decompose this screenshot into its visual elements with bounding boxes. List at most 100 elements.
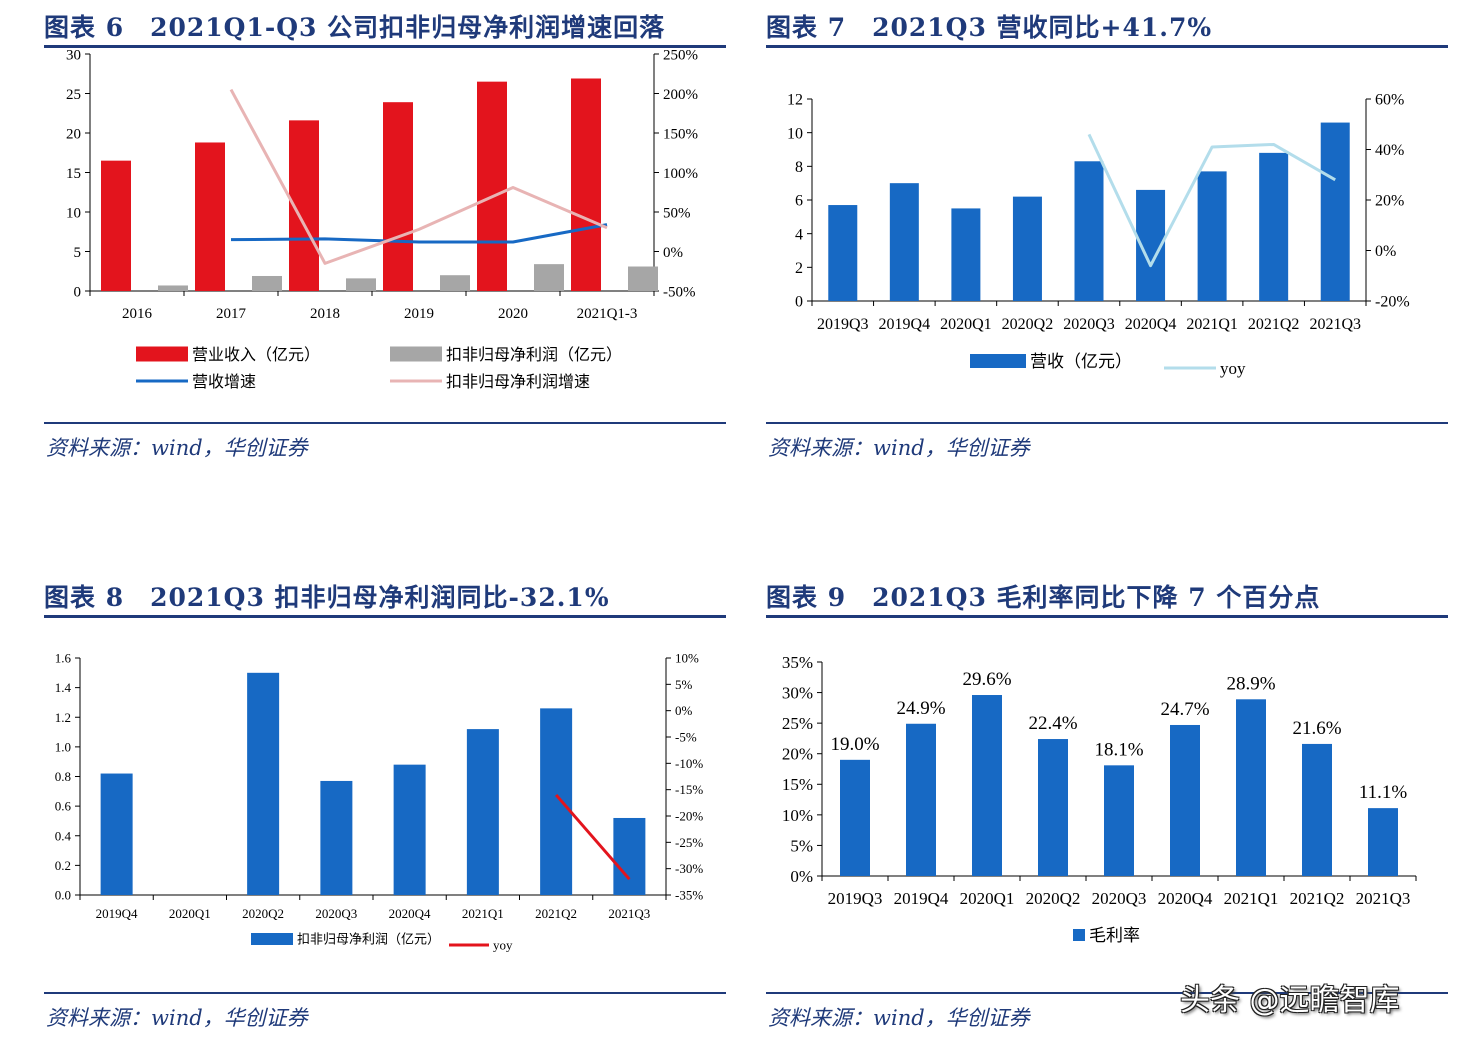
- data-label-2019q3: 19.0%: [830, 734, 879, 755]
- left-axis-tick-label-0-8: 0.8: [55, 769, 71, 784]
- legend-label-1: 扣非归母净利润（亿元）: [297, 932, 440, 947]
- left-axis-tick-label-0-2: 0.2: [55, 858, 71, 873]
- bar-2021q3-series-1: [613, 817, 646, 895]
- bar-2021q1-series-1: [466, 729, 499, 895]
- x-axis-category-2020q2: 2020Q2: [1002, 316, 1054, 333]
- figure-9-source: 资料来源：wind，华创证券: [768, 1006, 1030, 1030]
- bar-2020q4-series-1: [1170, 724, 1200, 876]
- bar-2020q2-series-1: [1038, 739, 1068, 876]
- left-axis-tick-label-2: 2: [795, 260, 803, 277]
- figure-6-bottom-rule: [44, 422, 726, 424]
- legend-label-2: yoy: [1220, 359, 1246, 378]
- x-axis-category-2021q1: 2021Q1: [1186, 316, 1238, 333]
- bar-2021q2-series-1: [1302, 743, 1332, 876]
- bar-2021q1-3-series-2: [628, 266, 658, 291]
- x-axis-category-2020q1: 2020Q1: [940, 316, 992, 333]
- x-axis-category-2021q2: 2021Q2: [1248, 316, 1300, 333]
- panel-figure-9: 图表 9 2021Q3 毛利率同比下降 7 个百分点 0% 5% 10% 15% 20%…: [766, 578, 1448, 1038]
- bar-2019-series-2: [440, 275, 470, 291]
- figure-9-top-rule: [766, 615, 1448, 618]
- x-axis-category-2021q1: 2021Q1: [1224, 889, 1279, 908]
- legend-swatch-2: [390, 346, 442, 362]
- left-axis-tick-label-0-0: 0.0: [55, 888, 71, 903]
- x-axis-category-2019q3: 2019Q3: [828, 889, 883, 908]
- data-label-2021q1: 28.9%: [1226, 673, 1275, 694]
- data-label-2020q3: 18.1%: [1094, 739, 1143, 760]
- x-axis-category-2019q4: 2019Q4: [879, 316, 931, 333]
- right-axis-tick-label-0-: 0%: [1375, 243, 1396, 260]
- bar-2020q3-series-1: [1104, 765, 1134, 876]
- figure-6-source: 资料来源：wind，华创证券: [46, 436, 308, 460]
- x-axis-category-2019q4: 2019Q4: [96, 906, 138, 921]
- x-axis-category-2021q2: 2021Q2: [535, 906, 577, 921]
- line-series---2: [229, 88, 608, 265]
- legend-label-1: 毛利率: [1089, 926, 1140, 945]
- x-axis-category-2019q3: 2019Q3: [817, 316, 869, 333]
- figure-8-top-rule: [44, 615, 726, 618]
- figure-9-bottom-rule: [766, 992, 1448, 994]
- left-axis-tick-label-8: 8: [795, 159, 803, 176]
- watermark: 头条 @远瞻智库: [1180, 983, 1400, 1018]
- right-axis-tick-label-5-: 5%: [675, 677, 693, 692]
- figure-8-source: 资料来源：wind，华创证券: [46, 1006, 308, 1030]
- right-axis-tick-label-50-: 50%: [663, 205, 691, 221]
- legend-swatch-1: [136, 346, 188, 362]
- line-series-yoy-1: [554, 793, 631, 881]
- bar-2021q1-3-series-1: [571, 78, 601, 292]
- panel-figure-8: 图表 8 2021Q3 扣非归母净利润同比-32.1% 0.0 0.2 0.4 0.6…: [44, 578, 726, 1038]
- bar-2020q1-series-1: [972, 695, 1002, 876]
- left-axis-tick-label-0: 0: [74, 284, 82, 300]
- x-axis-category-2018: 2018: [310, 306, 340, 322]
- data-label-2021q2: 21.6%: [1292, 718, 1341, 739]
- bar-2019q3-series-1: [840, 759, 870, 876]
- x-axis-category-2021q1-3: 2021Q1-3: [577, 306, 638, 322]
- left-axis-tick-label-1-0: 1.0: [55, 739, 71, 754]
- x-axis-category-2020q3: 2020Q3: [315, 906, 357, 921]
- right-axis-tick-label-10-: 10%: [675, 651, 699, 666]
- figure-8-title: 图表 8 2021Q3 扣非归母净利润同比-32.1%: [44, 583, 610, 612]
- x-axis-category-2020q4: 2020Q4: [1125, 316, 1177, 333]
- figure-9-title: 图表 9 2021Q3 毛利率同比下降 7 个百分点: [766, 583, 1321, 612]
- x-axis-category-2017: 2017: [216, 306, 247, 322]
- right-axis-tick-label--20-: -20%: [1375, 294, 1410, 311]
- chart-figure-8: 0.0 0.2 0.4 0.6 0.8 1.0 1.2 1.4 1.6 -35% -30% -25% -…: [55, 651, 704, 953]
- right-axis-tick-label--20-: -20%: [675, 809, 703, 824]
- x-axis-category-2019q4: 2019Q4: [894, 889, 949, 908]
- bar-2020q4-series-1: [393, 764, 426, 895]
- figure-6-top-rule: [44, 45, 726, 48]
- left-axis-tick-label-1-2: 1.2: [55, 710, 71, 725]
- right-axis-tick-label--35-: -35%: [675, 888, 703, 903]
- data-label-2019q4: 24.9%: [896, 698, 945, 719]
- x-axis-category-2020q2: 2020Q2: [1026, 889, 1081, 908]
- bar-2017-series-2: [252, 275, 282, 291]
- left-axis-tick-label-0-6: 0.6: [55, 799, 72, 814]
- left-axis-tick-label-0-: 0%: [790, 867, 813, 886]
- right-axis-tick-label-200-: 200%: [663, 87, 698, 103]
- left-axis-tick-label-35-: 35%: [782, 653, 813, 672]
- bar-2020-series-2: [534, 264, 564, 291]
- right-axis-tick-label--30-: -30%: [675, 861, 703, 876]
- left-axis-tick-label-0-4: 0.4: [55, 828, 72, 843]
- right-axis-tick-label-0-: 0%: [663, 245, 683, 261]
- figure-6-title: 图表 6 2021Q1-Q3 公司扣非归母净利润增速回落: [44, 13, 666, 42]
- bar-2019-series-1: [383, 102, 413, 291]
- left-axis-tick-label-5-: 5%: [790, 836, 813, 855]
- left-axis-tick-label-4: 4: [795, 226, 803, 243]
- left-axis-tick-label-10: 10: [787, 125, 803, 142]
- bar-2020q3-series-1: [1074, 161, 1104, 301]
- data-label-2020q2: 22.4%: [1028, 713, 1077, 734]
- right-axis-tick-label-150-: 150%: [663, 126, 698, 142]
- bar-2020-series-1: [477, 81, 507, 292]
- bar-2021q2-series-1: [540, 708, 573, 895]
- figure-7-title: 图表 7 2021Q3 营收同比+41.7%: [766, 13, 1213, 42]
- panel-figure-6: 图表 6 2021Q1-Q3 公司扣非归母净利润增速回落 0 5 10 15 20 25 3…: [44, 8, 726, 478]
- x-axis-category-2020q1: 2020Q1: [960, 889, 1015, 908]
- x-axis-category-2020q4: 2020Q4: [1158, 889, 1213, 908]
- bar-2021q1-series-1: [1236, 699, 1266, 876]
- right-axis-tick-label--10-: -10%: [675, 756, 703, 771]
- right-axis-tick-label-40-: 40%: [1375, 142, 1404, 159]
- bar-2020q1-series-1: [951, 208, 981, 301]
- x-axis-category-2020q4: 2020Q4: [389, 906, 431, 921]
- bar-2019q4-series-1: [906, 723, 936, 876]
- bar-2021q1-series-1: [1197, 171, 1227, 301]
